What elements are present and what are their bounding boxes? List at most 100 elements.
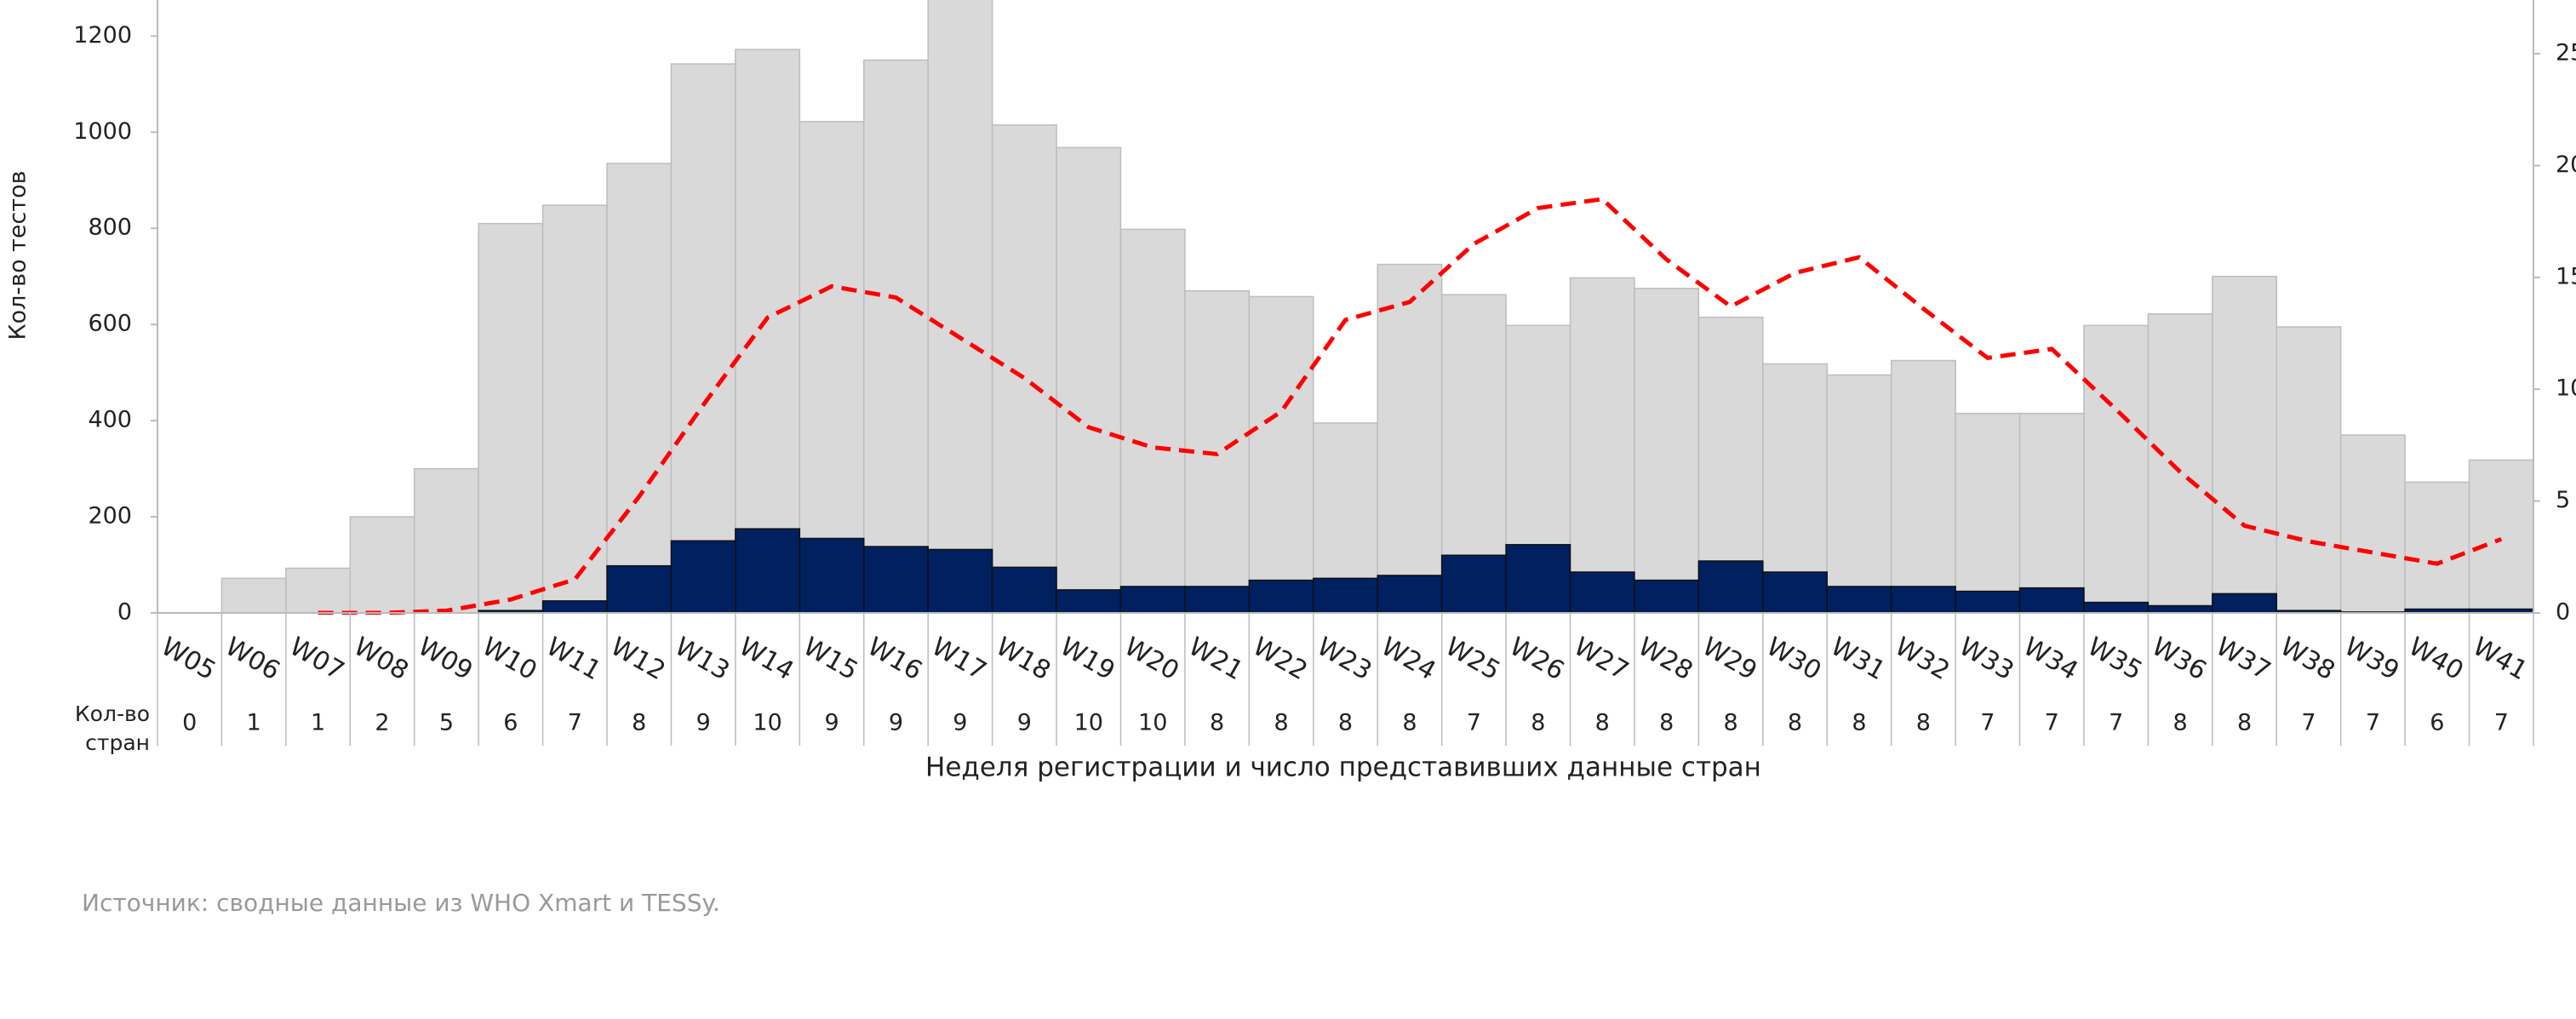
bar <box>863 546 929 614</box>
source-note: Источник: сводные данные из WHO Xmart и … <box>82 889 720 917</box>
bar <box>2147 604 2213 614</box>
bar <box>2083 601 2150 614</box>
bar <box>799 121 865 614</box>
row-value: 9 <box>953 710 967 736</box>
x-tick-label: W23 <box>1312 632 1377 686</box>
x-tick-label: W15 <box>798 632 862 686</box>
bar <box>863 59 929 614</box>
bar <box>606 564 673 614</box>
row-value: 9 <box>889 710 903 736</box>
row-value: 2 <box>375 710 389 736</box>
row-value: 0 <box>182 710 197 736</box>
bar <box>1184 586 1251 614</box>
bar <box>927 0 993 614</box>
bar <box>478 222 544 614</box>
bar <box>2275 326 2342 614</box>
y-tick-label: 0 <box>117 599 132 626</box>
bar <box>1440 554 1507 614</box>
x-tick-label: W37 <box>2211 632 2275 686</box>
bar <box>1826 374 1892 614</box>
x-tick-label: W35 <box>2082 632 2147 686</box>
x-tick-label: W40 <box>2403 632 2468 686</box>
bar <box>1119 586 1186 614</box>
x-tick-label: W12 <box>605 632 670 686</box>
row-value: 8 <box>2237 710 2252 736</box>
row-value: 8 <box>1338 710 1353 736</box>
bar <box>1890 586 1956 614</box>
bar <box>2468 459 2534 614</box>
bar <box>991 124 1057 614</box>
bar <box>991 566 1057 614</box>
bar <box>1248 579 1314 614</box>
row-value: 7 <box>2045 710 2059 736</box>
bar <box>735 49 801 614</box>
x-tick-label: W27 <box>1569 632 1634 686</box>
y-tick-label: 1000 <box>73 118 132 145</box>
row-value: 7 <box>2494 710 2509 736</box>
bar <box>1184 289 1251 614</box>
x-tick-label: W08 <box>348 632 413 686</box>
x-tick-label: W05 <box>156 632 220 686</box>
y-axis-title: Кол-во тестов <box>5 170 31 340</box>
bar <box>1248 295 1314 614</box>
bar <box>541 600 608 614</box>
x-tick-label: W10 <box>477 632 541 686</box>
row-value: 10 <box>1074 710 1103 736</box>
x-tick-label: W24 <box>1376 632 1440 686</box>
y2-tick-label: 10 <box>2556 375 2576 402</box>
x-tick-label: W14 <box>734 632 799 686</box>
bar <box>285 567 352 614</box>
x-tick-label: W13 <box>670 632 735 686</box>
bar <box>1955 412 2021 614</box>
bar <box>735 528 801 614</box>
x-tick-label: W32 <box>1890 632 1955 686</box>
bar <box>670 540 736 614</box>
bar <box>1955 590 2021 614</box>
row-value: 7 <box>1467 710 1481 736</box>
x-tick-label: W30 <box>1761 632 1826 686</box>
bar <box>1762 571 1828 614</box>
bar <box>1634 579 1700 614</box>
line <box>318 197 2503 615</box>
row-value: 1 <box>247 710 261 736</box>
x-tick-label: W34 <box>2018 632 2083 686</box>
bar <box>2018 587 2085 614</box>
bar <box>1569 277 1635 614</box>
x-axis-title: Неделя регистрации и число представивших… <box>925 753 1761 783</box>
bar <box>1056 146 1122 614</box>
x-tick-label: W26 <box>1504 632 1569 686</box>
bar <box>799 537 865 614</box>
bar <box>927 548 993 614</box>
x-tick-label: W09 <box>413 632 478 686</box>
row-value: 7 <box>2366 710 2380 736</box>
row-value: 8 <box>632 710 646 736</box>
y-tick-label: 1200 <box>73 22 132 49</box>
x-tick-label: W39 <box>2339 632 2404 686</box>
row-value: 8 <box>1788 710 1802 736</box>
row-value: 8 <box>1210 710 1224 736</box>
bar <box>1826 586 1892 614</box>
x-tick-label: W17 <box>926 632 991 686</box>
y2-tick-label: 5 <box>2556 487 2570 513</box>
row-value: 8 <box>1402 710 1417 736</box>
row-value: 8 <box>2173 710 2188 736</box>
x-tick-label: W29 <box>1697 632 1761 686</box>
row-value: 6 <box>2430 710 2444 736</box>
bar <box>220 577 287 614</box>
y2-tick-label: 20 <box>2556 152 2576 178</box>
bar <box>1119 228 1186 614</box>
bar <box>2018 412 2085 614</box>
bar <box>413 467 479 614</box>
x-tick-label: W36 <box>2146 632 2211 686</box>
bar <box>2404 481 2470 614</box>
row-value: 9 <box>1017 710 1032 736</box>
x-tick-label: W21 <box>1183 632 1248 686</box>
row-value: 8 <box>1531 710 1545 736</box>
x-tick-label: W20 <box>1119 632 1184 686</box>
row-value: 5 <box>439 710 454 736</box>
bar <box>1313 577 1378 614</box>
row-value: 8 <box>1724 710 1738 736</box>
row-value: 1 <box>311 710 325 736</box>
bar <box>1056 589 1122 614</box>
